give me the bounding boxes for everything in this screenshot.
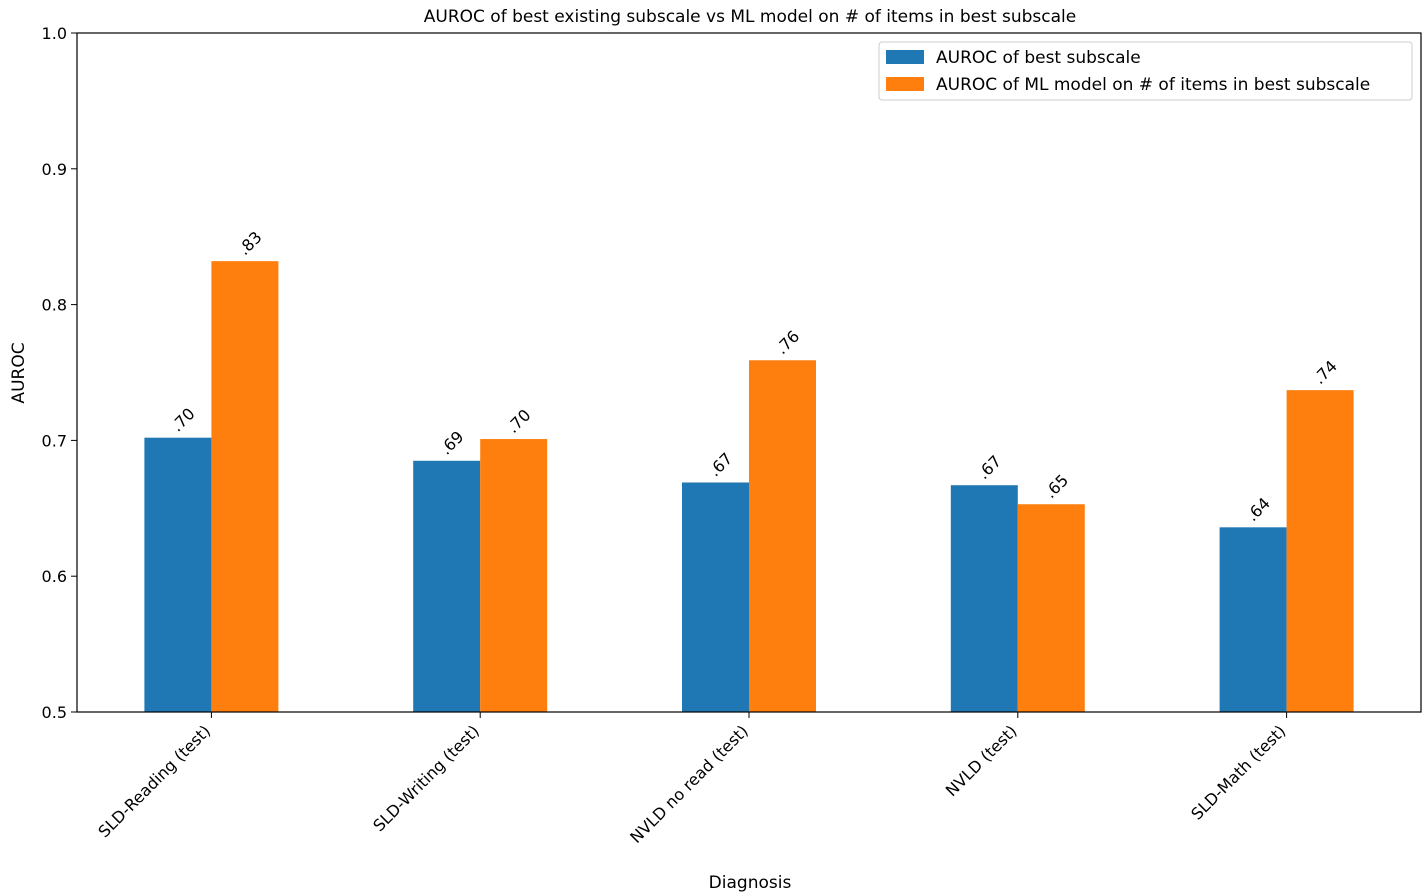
x-axis: SLD-Reading (test) SLD-Writing (test) NVLD… — [94, 712, 1289, 847]
bar-value-label: .74 — [1309, 357, 1340, 388]
bar-value-label: .70 — [503, 405, 534, 436]
bar-value-label: .67 — [705, 449, 736, 480]
bar-value-label: .76 — [772, 327, 803, 358]
bar — [1219, 527, 1287, 712]
y-tick-label: 1.0 — [42, 24, 67, 43]
x-axis-label: Diagnosis — [709, 873, 792, 893]
x-tick-label: NVLD (test) — [942, 721, 1021, 800]
x-tick-label: SLD-Reading (test) — [94, 721, 214, 841]
bar-value-label: .70 — [167, 404, 198, 435]
bar — [1286, 390, 1354, 712]
bars-layer — [144, 261, 1354, 712]
bar — [211, 261, 279, 712]
bar-value-label: .67 — [974, 452, 1005, 483]
bar — [1017, 504, 1085, 712]
y-tick-label: 0.7 — [42, 431, 67, 450]
y-axis: 0.5 0.6 0.7 0.8 0.9 1.0 — [42, 24, 77, 722]
bar — [950, 485, 1018, 712]
legend-swatch — [886, 50, 924, 64]
bar-value-label: .83 — [234, 228, 265, 259]
x-tick-label: NVLD no read (test) — [626, 721, 752, 847]
bar — [480, 439, 548, 712]
bar — [413, 460, 481, 712]
legend-label: AUROC of ML model on # of items in best … — [936, 75, 1370, 95]
y-tick-label: 0.8 — [42, 296, 67, 315]
legend-label: AUROC of best subscale — [936, 48, 1141, 68]
chart-title: AUROC of best existing subscale vs ML mo… — [424, 7, 1076, 27]
x-tick-label: SLD-Math (test) — [1187, 721, 1289, 823]
bar-value-label: .65 — [1041, 471, 1072, 502]
y-axis-label: AUROC — [9, 342, 29, 403]
bar — [749, 360, 816, 712]
bar-value-label: .64 — [1242, 494, 1273, 525]
x-tick-label: SLD-Writing (test) — [369, 721, 483, 835]
y-tick-label: 0.6 — [42, 567, 67, 586]
legend-box — [878, 41, 1413, 101]
bar — [682, 482, 749, 712]
bar-value-label: .69 — [436, 427, 467, 458]
legend: AUROC of best subscale AUROC of ML model … — [878, 41, 1413, 101]
y-tick-label: 0.5 — [42, 703, 67, 722]
legend-swatch — [886, 77, 924, 91]
bar — [144, 437, 212, 712]
y-tick-label: 0.9 — [42, 160, 67, 179]
plot-frame — [76, 32, 1422, 713]
